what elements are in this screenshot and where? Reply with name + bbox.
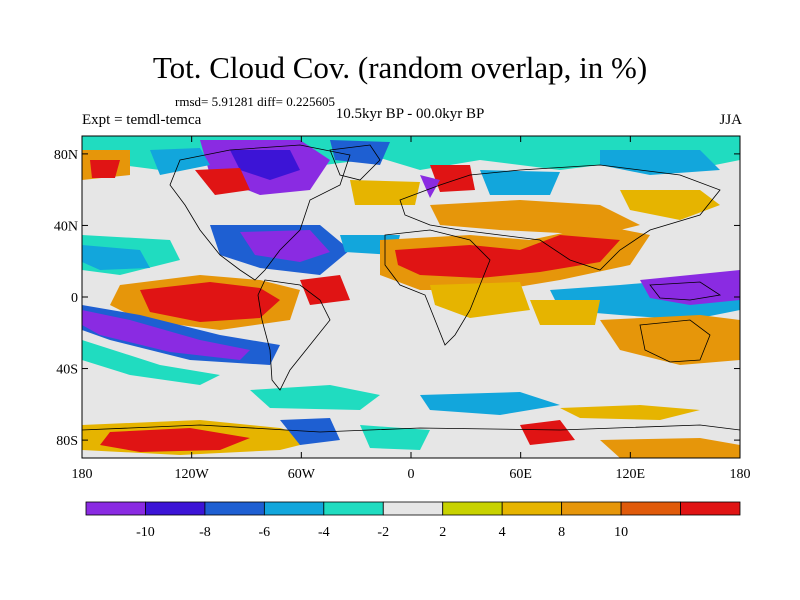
period-label: 10.5kyr BP - 00.0kyr BP — [335, 106, 485, 122]
colorbar-swatch — [442, 501, 503, 516]
lat-tick-label: 80N — [54, 148, 78, 163]
colorbar-swatch — [680, 501, 741, 516]
coastlines — [82, 144, 740, 433]
colorbar-swatch — [323, 501, 384, 516]
colorbar-swatch — [620, 501, 681, 516]
colorbar-label: 4 — [499, 525, 506, 540]
lon-tick-label: 180 — [72, 467, 93, 482]
colorbar-label: -4 — [318, 525, 330, 540]
lat-axis: 80N 40N 0 40S 80S — [54, 148, 740, 449]
colorbar-label: -2 — [377, 525, 389, 540]
stats-line: rmsd= 5.91281 diff= 0.225605 — [175, 94, 335, 109]
colorbar-swatch — [561, 501, 622, 516]
lon-tick-label: 60W — [288, 467, 316, 482]
colorbar-swatch — [263, 501, 325, 516]
lon-axis: 180 120W 60W 0 60E 120E 180 — [72, 136, 751, 482]
colorbar: -10 -8 -6 -4 -2 2 4 8 10 — [85, 501, 741, 540]
colorbar-label: 10 — [614, 525, 628, 540]
lat-tick-label: 40N — [54, 219, 78, 234]
colorbar-swatch — [501, 501, 563, 516]
colorbar-label: -10 — [136, 525, 155, 540]
colorbar-swatch — [204, 501, 265, 516]
colorbar-swatch — [145, 501, 206, 516]
chart-title: Tot. Cloud Cov. (random overlap, in %) — [152, 50, 648, 85]
colorbar-swatch — [85, 501, 146, 516]
lon-tick-label: 180 — [730, 467, 751, 482]
season-label: JJA — [719, 112, 742, 128]
lon-tick-label: 120W — [175, 467, 210, 482]
colorbar-label: -6 — [259, 525, 271, 540]
lat-tick-label: 0 — [71, 291, 78, 306]
colorbar-swatch — [382, 501, 444, 516]
lat-tick-label: 80S — [56, 434, 78, 449]
experiment-label: Expt = temdl-temca — [82, 112, 202, 128]
colorbar-label: 2 — [439, 525, 446, 540]
colorbar-label: 8 — [558, 525, 565, 540]
cloud-anomaly-field — [82, 136, 740, 458]
lat-tick-label: 40S — [56, 363, 78, 378]
colorbar-label: -8 — [199, 525, 211, 540]
lon-tick-label: 120E — [616, 467, 646, 482]
lon-tick-label: 60E — [509, 467, 532, 482]
lon-tick-label: 0 — [408, 467, 415, 482]
